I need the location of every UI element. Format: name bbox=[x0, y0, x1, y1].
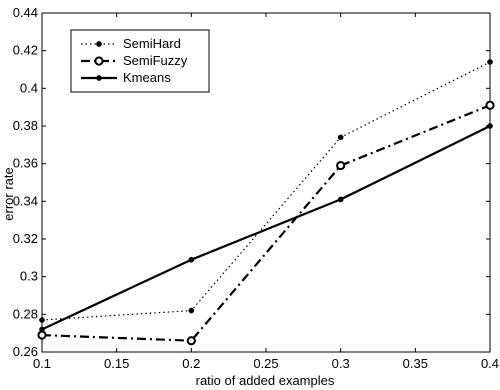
series-line-kmeans bbox=[41, 125, 491, 331]
data-point-semihard bbox=[337, 134, 344, 141]
y-tick-label: 0.32 bbox=[13, 231, 38, 246]
x-tick-label: 0.2 bbox=[182, 356, 200, 371]
x-tick-label: 0.35 bbox=[403, 356, 428, 371]
y-tick-label: 0.44 bbox=[13, 5, 38, 20]
y-tick-label: 0.38 bbox=[13, 118, 38, 133]
y-tick-label: 0.36 bbox=[13, 156, 38, 171]
legend-marker-kmeans bbox=[96, 75, 102, 81]
data-point-semifuzzy bbox=[186, 336, 196, 346]
y-tick-label: 0.42 bbox=[13, 43, 38, 58]
series-line-semifuzzy bbox=[41, 104, 491, 342]
data-point-semihard bbox=[188, 307, 195, 314]
plot-area: 0.1 0.15 0.2 0.25 0.3 0.35 0.4 0.26 0.28 0.3 0.32 0… bbox=[13, 5, 499, 371]
data-point-kmeans bbox=[188, 256, 195, 263]
y-axis-label: error rate bbox=[1, 167, 16, 220]
data-point-semifuzzy bbox=[336, 160, 346, 171]
x-tick-label: 0.3 bbox=[332, 356, 350, 371]
x-tick-label: 0.25 bbox=[253, 356, 278, 371]
data-point-kmeans bbox=[487, 123, 493, 129]
data-point-semihard bbox=[39, 317, 45, 323]
legend-marker-semihard bbox=[96, 41, 102, 47]
x-tick-label: 0.4 bbox=[481, 356, 499, 371]
legend-label: SemiFuzzy bbox=[123, 53, 188, 68]
y-tick-label: 0.34 bbox=[13, 193, 38, 208]
y-tick-label: 0.28 bbox=[13, 306, 38, 321]
data-point-kmeans bbox=[337, 196, 344, 203]
y-tick-label: 0.26 bbox=[13, 344, 38, 359]
data-point-kmeans bbox=[39, 326, 45, 333]
y-tick-label: 0.4 bbox=[20, 80, 38, 95]
data-point-semifuzzy bbox=[485, 100, 495, 110]
data-point-semifuzzy bbox=[37, 330, 47, 340]
legend: SemiHard SemiFuzzy Kmeans bbox=[70, 29, 210, 93]
x-axis-label: ratio of added examples bbox=[196, 373, 335, 388]
x-tick-label: 0.15 bbox=[104, 356, 129, 371]
legend-label: SemiHard bbox=[123, 36, 181, 51]
x-tick-label: 0.1 bbox=[33, 356, 51, 371]
legend-label: Kmeans bbox=[123, 70, 171, 85]
legend-marker-semifuzzy bbox=[94, 56, 104, 66]
y-tick-label: 0.3 bbox=[20, 269, 38, 284]
data-point-semihard bbox=[487, 59, 493, 65]
